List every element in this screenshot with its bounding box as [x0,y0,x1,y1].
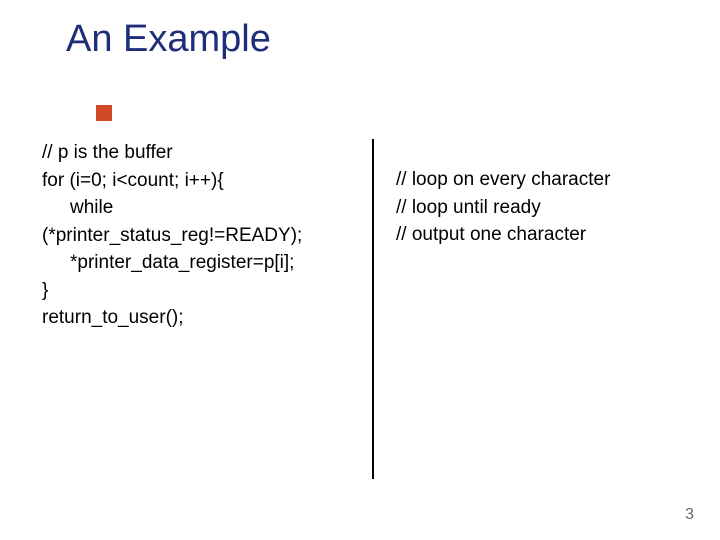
slide-title: An Example [66,18,271,61]
code-line: (*printer_status_reg!=READY); [42,222,362,250]
code-line: while [42,194,362,222]
slide: An Example // p is the buffer for (i=0; … [0,0,720,540]
code-line: // p is the buffer [42,139,362,167]
slide-content: // p is the buffer for (i=0; i<count; i+… [42,139,690,479]
code-line: } [42,277,362,305]
comment-line: // loop until ready [396,194,610,222]
accent-square [96,105,112,121]
comment-line: // loop on every character [396,166,610,194]
code-line: *printer_data_register=p[i]; [42,249,362,277]
code-line: return_to_user(); [42,304,362,332]
page-number: 3 [685,506,694,524]
comment-column: // loop on every character // loop until… [374,139,610,249]
code-column: // p is the buffer for (i=0; i<count; i+… [42,139,372,332]
code-line: for (i=0; i<count; i++){ [42,167,362,195]
comment-line: // output one character [396,221,610,249]
title-row: An Example [66,18,690,61]
